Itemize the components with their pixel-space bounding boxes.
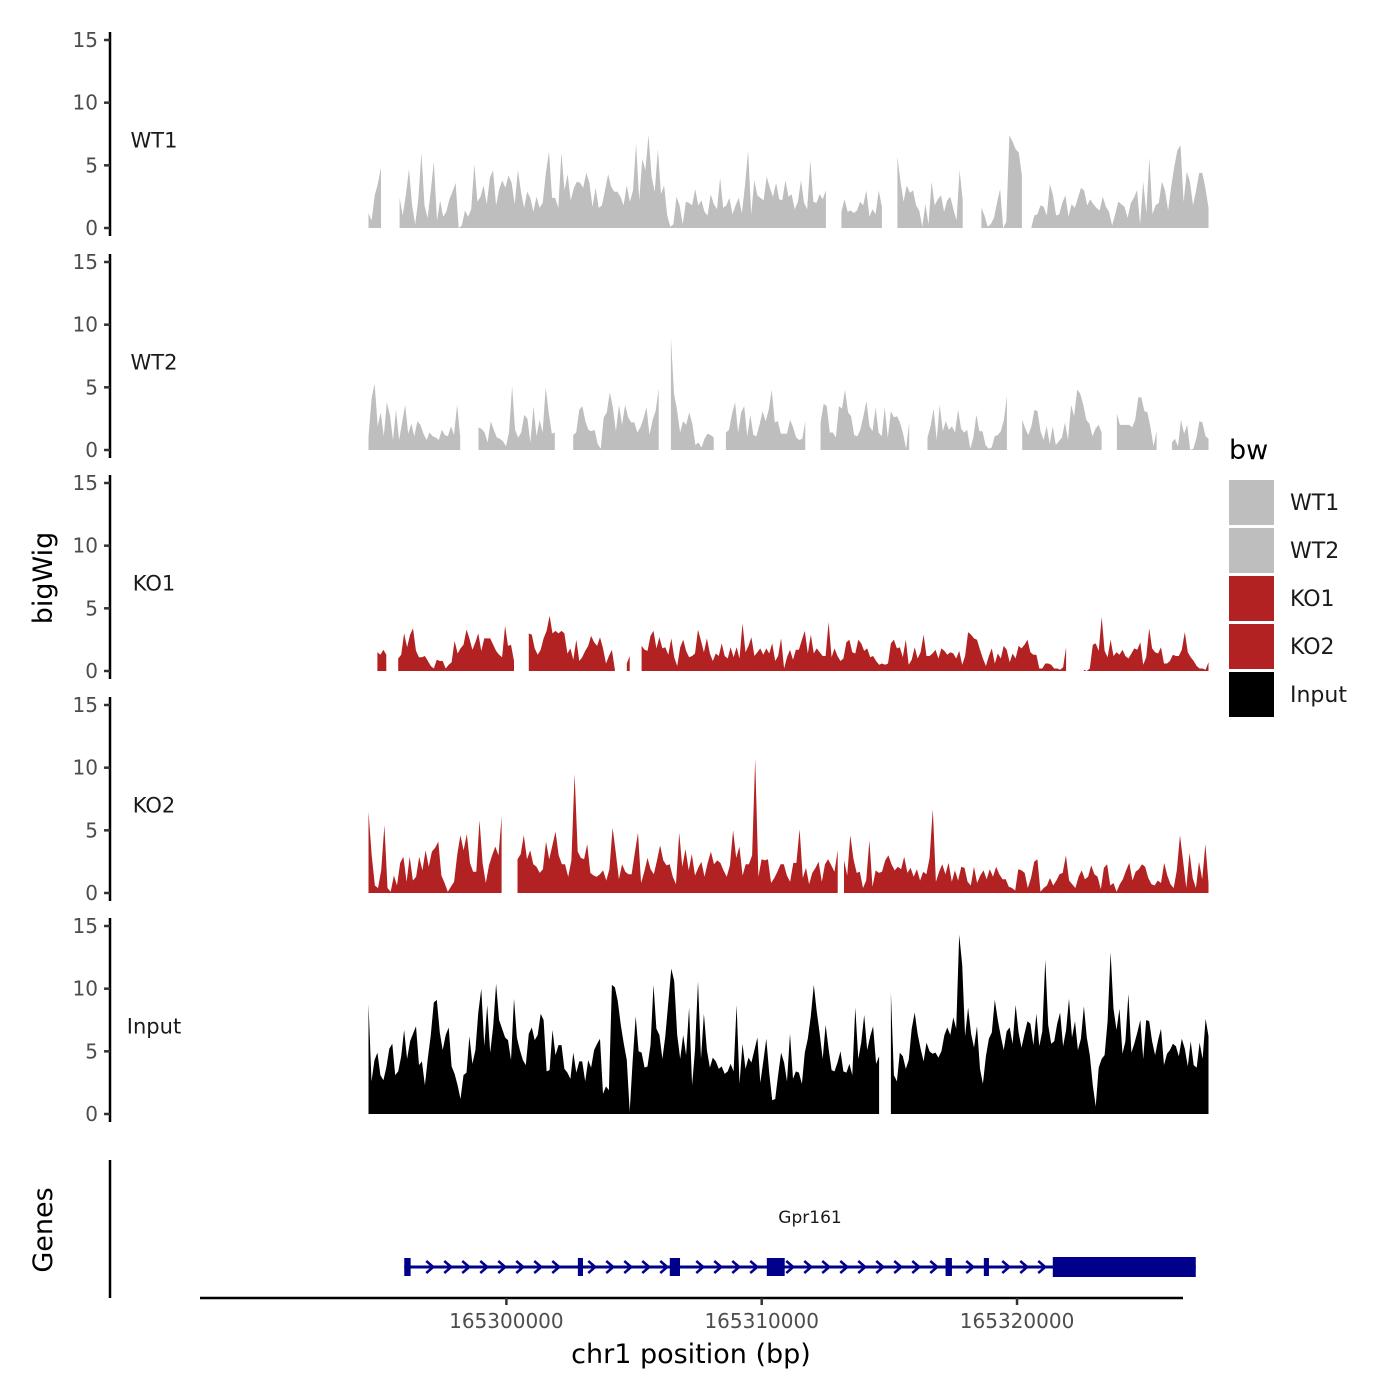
strand-arrow-icon bbox=[425, 1260, 436, 1274]
legend-label: WT2 bbox=[1290, 539, 1339, 564]
gene-name-label: Gpr161 bbox=[778, 1208, 841, 1228]
gene-panel: Gpr161 bbox=[108, 1160, 1196, 1298]
legend-swatch bbox=[1229, 624, 1274, 669]
y-tick-label: 5 bbox=[85, 153, 98, 177]
y-tick-label: 5 bbox=[85, 596, 98, 620]
y-tick-label: 0 bbox=[85, 438, 98, 462]
x-axis-title: chr1 position (bp) bbox=[571, 1339, 811, 1370]
x-tick-label: 165300000 bbox=[449, 1309, 564, 1333]
y-tick-label: 10 bbox=[73, 534, 98, 558]
gene-panel-title: Genes bbox=[28, 1187, 59, 1272]
x-tick-label: 165310000 bbox=[704, 1309, 819, 1333]
track-label: Input bbox=[127, 1014, 181, 1038]
track-label: WT1 bbox=[131, 128, 178, 152]
y-tick-label: 5 bbox=[85, 375, 98, 399]
strand-arrow-icon bbox=[461, 1260, 472, 1274]
exon bbox=[766, 1258, 785, 1276]
track-ko1: 0 5 10 15 KO1 bbox=[73, 471, 1209, 683]
legend-title: bw bbox=[1229, 435, 1268, 466]
y-tick-label: 0 bbox=[85, 881, 98, 905]
strand-arrow-icon bbox=[857, 1260, 868, 1274]
strand-arrow-icon bbox=[641, 1260, 652, 1274]
coverage-area-input bbox=[368, 934, 1209, 1114]
strand-arrow-icon bbox=[749, 1260, 760, 1274]
track-wt1: 0 5 10 15 WT1 bbox=[73, 28, 1209, 240]
strand-arrow-icon bbox=[713, 1260, 724, 1274]
strand-arrow-icon bbox=[479, 1260, 490, 1274]
strand-arrow-icon bbox=[929, 1260, 940, 1274]
strand-arrow-icon bbox=[911, 1260, 922, 1274]
y-tick-label: 15 bbox=[73, 28, 98, 52]
legend-label: KO2 bbox=[1290, 635, 1335, 660]
y-tick-label: 0 bbox=[85, 216, 98, 240]
legend-label: WT1 bbox=[1290, 491, 1339, 516]
exon bbox=[669, 1258, 681, 1276]
y-tick-label: 10 bbox=[73, 756, 98, 780]
strand-arrow-icon bbox=[1001, 1260, 1012, 1274]
strand-arrow-icon bbox=[551, 1260, 562, 1274]
strand-arrow-icon bbox=[1037, 1260, 1048, 1274]
x-axis: 165300000 165310000 165320000 bbox=[200, 1296, 1183, 1333]
strand-arrow-icon bbox=[533, 1260, 544, 1274]
legend-label: Input bbox=[1290, 683, 1347, 708]
legend-swatch bbox=[1229, 576, 1274, 621]
y-tick-label: 15 bbox=[73, 914, 98, 938]
coverage-area-wt1 bbox=[368, 135, 1209, 228]
y-axis-title: bigWig bbox=[28, 532, 59, 625]
strand-arrow-icon bbox=[839, 1260, 850, 1274]
y-tick-label: 10 bbox=[73, 91, 98, 115]
exon bbox=[404, 1258, 411, 1276]
strand-arrow-icon bbox=[731, 1260, 742, 1274]
legend-label: KO1 bbox=[1290, 587, 1335, 612]
y-tick-label: 10 bbox=[73, 313, 98, 337]
strand-arrow-icon bbox=[803, 1260, 814, 1274]
exon bbox=[945, 1258, 952, 1276]
strand-arrow-icon bbox=[623, 1260, 634, 1274]
track-label: KO1 bbox=[133, 571, 176, 595]
track-wt2: 0 5 10 15 WT2 bbox=[73, 250, 1209, 462]
coverage-area-wt2 bbox=[368, 337, 1209, 450]
exon bbox=[983, 1258, 989, 1276]
y-tick-label: 0 bbox=[85, 659, 98, 683]
strand-arrow-icon bbox=[875, 1260, 886, 1274]
strand-arrow-icon bbox=[965, 1260, 976, 1274]
strand-arrow-icon bbox=[659, 1260, 670, 1274]
track-input: 0 5 10 15 Input bbox=[73, 914, 1209, 1126]
legend: bw WT1 WT2 KO1 KO2 Input bbox=[1229, 435, 1347, 717]
legend-swatch bbox=[1229, 480, 1274, 525]
y-tick-label: 10 bbox=[73, 977, 98, 1001]
strand-arrow-icon bbox=[605, 1260, 616, 1274]
y-tick-label: 5 bbox=[85, 1039, 98, 1063]
strand-arrow-icon bbox=[695, 1260, 706, 1274]
y-tick-label: 15 bbox=[73, 693, 98, 717]
track-label: KO2 bbox=[133, 793, 176, 817]
strand-arrow-icon bbox=[443, 1260, 454, 1274]
strand-arrow-icon bbox=[1019, 1260, 1030, 1274]
legend-swatch bbox=[1229, 528, 1274, 573]
y-tick-label: 15 bbox=[73, 250, 98, 274]
y-tick-label: 15 bbox=[73, 471, 98, 495]
strand-arrow-icon bbox=[821, 1260, 832, 1274]
strand-arrow-icon bbox=[893, 1260, 904, 1274]
track-ko2: 0 5 10 15 KO2 bbox=[73, 693, 1209, 905]
strand-arrow-icon bbox=[497, 1260, 508, 1274]
y-tick-label: 0 bbox=[85, 1102, 98, 1126]
legend-swatch bbox=[1229, 672, 1274, 717]
exon bbox=[577, 1258, 583, 1276]
strand-arrow-icon bbox=[587, 1260, 598, 1274]
y-tick-label: 5 bbox=[85, 818, 98, 842]
track-label: WT2 bbox=[131, 350, 178, 374]
strand-arrow-icon bbox=[515, 1260, 526, 1274]
x-tick-label: 165320000 bbox=[960, 1309, 1075, 1333]
exon bbox=[1052, 1257, 1196, 1277]
track-panels: 0 5 10 15 WT1 0 5 10 15 WT2 0 5 10 15 KO1 0 5 10 15 KO2 0 5 10… bbox=[73, 28, 1209, 1126]
coverage-area-ko1 bbox=[377, 615, 1209, 671]
strand-arrow-icon bbox=[785, 1260, 796, 1274]
coverage-area-ko2 bbox=[368, 758, 1209, 893]
